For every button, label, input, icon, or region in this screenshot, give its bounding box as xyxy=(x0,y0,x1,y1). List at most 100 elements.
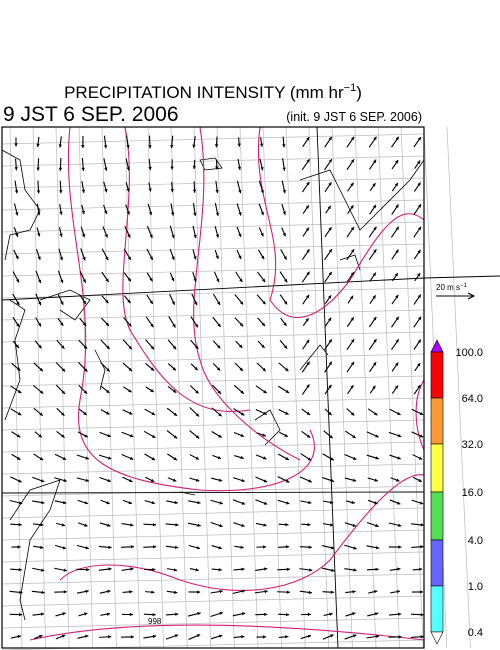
wind-vector-head xyxy=(107,523,111,527)
lon-line xyxy=(193,126,212,649)
wind-vector-head xyxy=(328,182,332,186)
wind-vector-head xyxy=(417,182,421,186)
wind-vector-head xyxy=(171,234,175,239)
wind-vector-head xyxy=(194,301,198,306)
wind-vector-head xyxy=(218,568,222,572)
wind-vector-head xyxy=(327,295,332,299)
wind-vector-head xyxy=(105,411,110,415)
wind-vector-head xyxy=(328,339,332,343)
wind-vector-head xyxy=(353,546,357,550)
lat-line xyxy=(1,177,425,189)
wind-vector-head xyxy=(349,295,354,300)
wind-vector-head xyxy=(173,568,178,572)
lat-line xyxy=(1,199,425,211)
wind-vector-head xyxy=(241,523,245,527)
wind-vector-head xyxy=(170,166,174,170)
wind-vector-head xyxy=(58,144,62,148)
title-text: PRECIPITATION INTENSITY (mm hr xyxy=(64,83,344,102)
wind-vector-head xyxy=(238,212,242,216)
wind-vector-head xyxy=(128,501,132,505)
lat-line xyxy=(1,331,425,343)
wind-vector-head xyxy=(194,366,198,371)
wind-vector-head xyxy=(215,212,220,216)
wind-vector-head xyxy=(83,411,87,415)
wind-vector-head xyxy=(106,501,110,505)
lon-line xyxy=(285,126,306,649)
wind-vector-head xyxy=(286,567,290,572)
lon-line xyxy=(354,126,377,649)
wind-vector-head xyxy=(417,204,422,208)
lat-line xyxy=(1,441,425,453)
wind-vector-head xyxy=(262,300,266,305)
wind-vector-head xyxy=(172,389,177,393)
coastline xyxy=(39,289,91,321)
wind-vector-head xyxy=(63,478,67,483)
wind-vector-head xyxy=(149,256,153,260)
wind-vector-head xyxy=(58,167,63,171)
wind-vector-head xyxy=(218,545,222,550)
wind-vector-head xyxy=(285,635,289,639)
lon-line xyxy=(446,126,471,649)
wind-vector-head xyxy=(175,523,179,527)
wind-vector-head xyxy=(171,256,175,260)
wind-vector-head xyxy=(153,545,157,549)
wind-vector-head xyxy=(263,523,267,527)
wind-vector-head xyxy=(395,204,399,208)
colorbar-bottom xyxy=(430,631,444,645)
wind-vector-head xyxy=(151,411,155,415)
wind-vector-head xyxy=(329,500,334,505)
lon-line xyxy=(239,126,259,649)
wind-vector-head xyxy=(419,434,424,438)
contour xyxy=(59,474,425,591)
wind-vector-head xyxy=(375,567,379,572)
wind-vector-head xyxy=(192,189,197,193)
wind-vector-head xyxy=(352,634,357,638)
contour xyxy=(415,379,425,451)
wind-vector-head xyxy=(16,323,20,327)
wind-vector-head xyxy=(417,339,421,344)
wind-vector-head xyxy=(329,434,333,439)
wind-vector-head xyxy=(306,249,310,253)
wind-vector-head xyxy=(240,412,245,416)
colorbar-label: 4.0 xyxy=(468,535,483,547)
wind-vector-head xyxy=(418,478,422,482)
colorbar: 100.0 64.0 32.0 16.0 4.0 1.0 0.4 xyxy=(430,339,483,645)
wind-vector-head xyxy=(40,523,44,527)
wind-vector-head xyxy=(86,567,90,572)
wind-vector-head xyxy=(85,478,90,482)
lat-line xyxy=(1,221,425,233)
wind-vector-head xyxy=(18,501,23,505)
wind-vector-head xyxy=(397,567,401,571)
wind-vector-head xyxy=(151,500,155,505)
wind-vector-head xyxy=(60,279,64,284)
wind-vector-head xyxy=(128,323,132,327)
wind-vector-head xyxy=(174,590,178,594)
wind-vector-head xyxy=(152,634,157,639)
wind-vector-head xyxy=(263,567,268,571)
lon-line xyxy=(78,126,94,649)
wind-vector-head xyxy=(394,182,398,187)
wind-vector-head xyxy=(61,523,66,527)
wind-vector-head xyxy=(285,456,289,460)
colorbar-label: 1.0 xyxy=(468,581,483,593)
wind-vector-head xyxy=(126,211,130,215)
wind-vector-head xyxy=(37,233,41,237)
wind-vector-head xyxy=(175,612,179,616)
wind-vector-head xyxy=(82,257,86,261)
wind-vector-head xyxy=(328,249,332,253)
wind-vector-head xyxy=(59,256,64,261)
wind-vector-head xyxy=(241,612,246,616)
wind-vector-head xyxy=(419,590,423,594)
wind-vector-head xyxy=(129,434,134,438)
wind-vector-head xyxy=(263,501,268,505)
wind-vector-head xyxy=(81,189,86,193)
wind-vector-head xyxy=(84,434,88,438)
wind-vector-head xyxy=(306,384,310,388)
wind-vector-head xyxy=(373,362,377,366)
coastline xyxy=(254,409,281,446)
wind-vector-head xyxy=(374,612,379,616)
wind-vector-head xyxy=(306,411,311,415)
wind-vector-head xyxy=(261,278,266,283)
lat-line xyxy=(1,353,425,365)
wind-vector-head xyxy=(260,211,264,216)
